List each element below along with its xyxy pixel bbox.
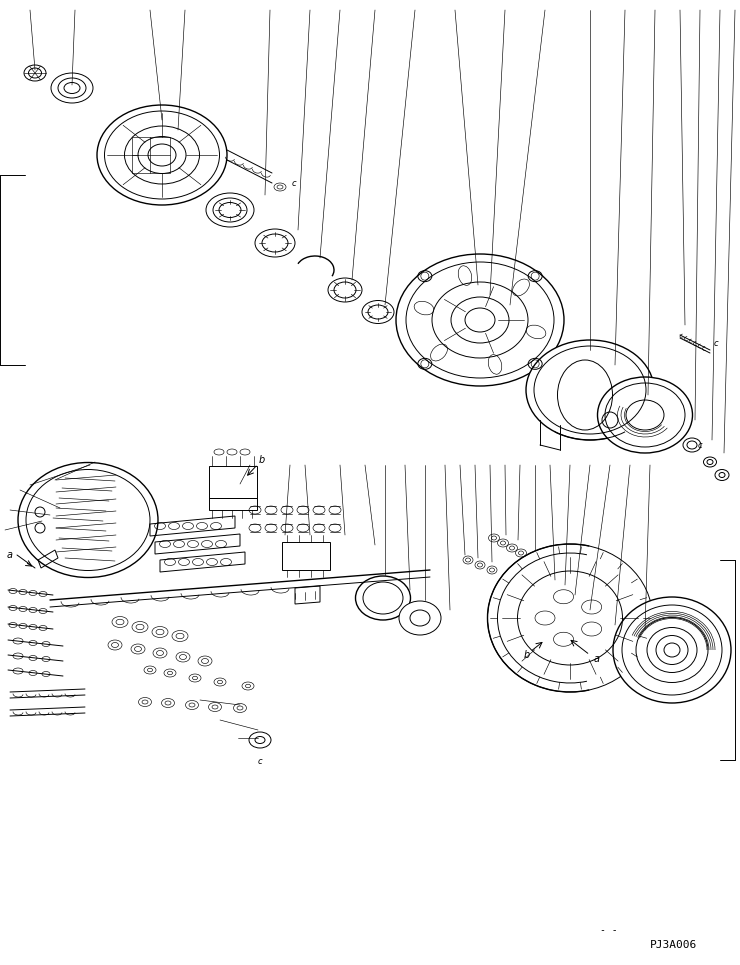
Text: c: c	[713, 340, 719, 348]
Text: b: b	[259, 455, 265, 465]
Ellipse shape	[362, 300, 394, 323]
Ellipse shape	[488, 544, 653, 692]
Text: c: c	[698, 440, 702, 450]
Ellipse shape	[18, 462, 158, 577]
Text: b: b	[524, 650, 530, 660]
Text: a: a	[7, 550, 13, 560]
Ellipse shape	[613, 597, 731, 703]
Ellipse shape	[526, 340, 654, 440]
Ellipse shape	[206, 193, 254, 227]
Ellipse shape	[399, 601, 441, 635]
Ellipse shape	[355, 576, 411, 620]
Ellipse shape	[328, 278, 362, 302]
Ellipse shape	[597, 377, 693, 453]
Ellipse shape	[396, 254, 564, 386]
Ellipse shape	[97, 105, 227, 205]
Text: a: a	[594, 654, 600, 664]
Text: PJ3A006: PJ3A006	[650, 940, 697, 950]
Ellipse shape	[255, 229, 295, 257]
Text: - -: - -	[600, 925, 618, 935]
Text: c: c	[292, 179, 296, 188]
Text: c: c	[258, 758, 262, 766]
